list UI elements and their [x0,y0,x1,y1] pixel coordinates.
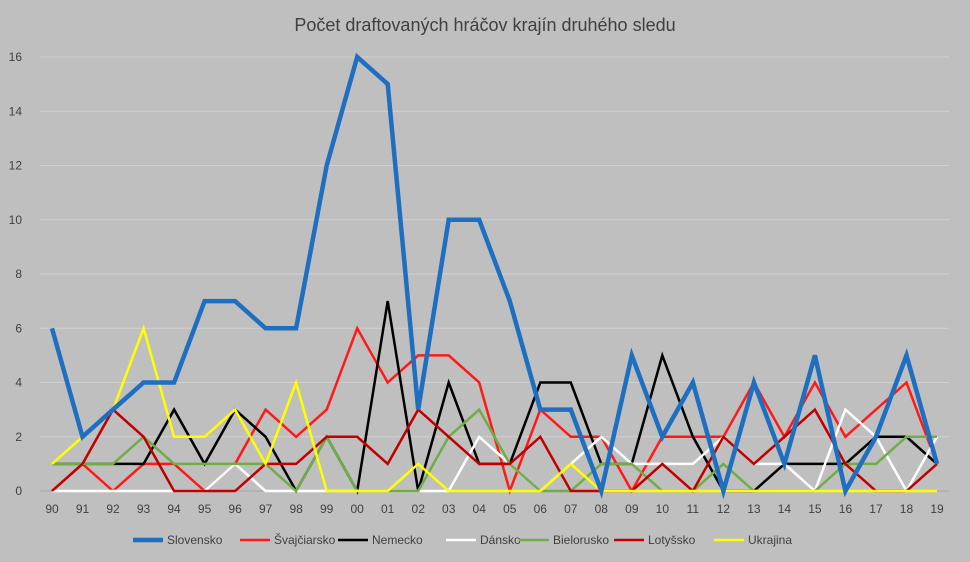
legend-label: Dánsko [480,533,521,547]
x-tick-label: 99 [320,502,334,516]
legend-label: Bielorusko [553,533,609,547]
x-tick-label: 10 [656,502,670,516]
x-tick-label: 98 [289,502,303,516]
legend: Slovensko Švajčiarsko Nemecko Dánsko Bieloru… [133,532,792,547]
y-tick-label: 8 [15,267,22,281]
series-line-ukrajina [51,324,937,493]
legend-label: Lotyšsko [648,533,696,547]
series-line-dánsko [52,407,939,494]
x-tick-label: 18 [900,502,914,516]
x-tick-label: 91 [76,502,90,516]
legend-label: Švajčiarsko [274,532,336,547]
x-tick-label: 05 [503,502,517,516]
x-tick-label: 03 [442,502,456,516]
y-tick-label: 10 [9,213,23,227]
series-lines [49,52,940,500]
x-tick-label: 04 [473,502,487,516]
x-tick-label: 06 [534,502,548,516]
x-tick-label: 12 [717,502,731,516]
y-axis-ticks: 0 2 4 6 8 10 12 14 16 [9,50,23,498]
x-tick-label: 11 [687,502,700,516]
x-tick-label: 96 [228,502,242,516]
x-tick-label: 93 [137,502,151,516]
x-axis-ticks: 90 91 92 93 94 95 96 97 98 99 00 01 02 03 04 05 06 07 08 09… [45,502,944,516]
legend-label: Nemecko [372,533,423,547]
legend-label: Slovensko [167,533,223,547]
x-tick-label: 01 [381,502,395,516]
chart-title: Počet draftovaných hráčov krajín druhého… [294,15,675,35]
x-tick-label: 15 [808,502,822,516]
series-line-lotyšsko [51,407,938,493]
x-tick-label: 17 [869,502,883,516]
x-tick-label: 97 [259,502,273,516]
x-tick-label: 14 [778,502,792,516]
gridlines [40,56,949,492]
y-tick-label: 0 [15,484,22,498]
x-tick-label: 08 [595,502,609,516]
x-tick-label: 16 [839,502,853,516]
y-tick-label: 6 [15,321,22,335]
y-tick-label: 14 [9,104,23,118]
x-tick-label: 13 [747,502,761,516]
y-tick-label: 2 [15,430,22,444]
x-tick-label: 00 [350,502,364,516]
x-tick-label: 92 [106,502,120,516]
y-tick-label: 4 [15,376,22,390]
x-tick-label: 09 [625,502,639,516]
x-tick-label: 07 [564,502,578,516]
series-line-slovensko [49,52,940,500]
x-tick-label: 02 [412,502,426,516]
y-tick-label: 12 [9,159,23,173]
x-tick-label: 90 [45,502,59,516]
x-tick-label: 95 [198,502,212,516]
x-tick-label: 94 [167,502,181,516]
x-tick-label: 19 [930,502,944,516]
y-tick-label: 16 [9,50,23,64]
legend-label: Ukrajina [748,533,792,547]
